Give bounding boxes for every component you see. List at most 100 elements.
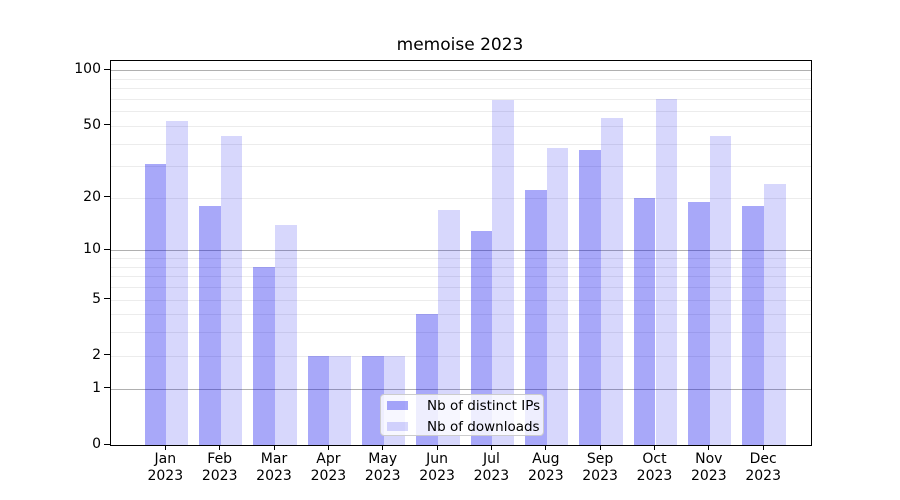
x-axis-tick-label-year: 2023 [690,468,727,484]
y-axis-tick-label: 100 [74,61,101,78]
y-tick-mark [104,354,110,356]
x-axis-tick-label-year: 2023 [473,468,510,484]
y-tick-mark [104,298,110,299]
x-axis-tick-label-year: 2023 [636,468,673,484]
x-axis-tick-label-year: 2023 [201,468,238,484]
y-axis-tick-label: 0 [92,436,101,452]
bar-downloads-sep [601,118,623,445]
bar-distinct-ips-apr [307,355,330,445]
gridline-minor [111,258,811,259]
gridline-major [111,250,811,252]
plot-area: Nb of distinct IPs Nb of downloads [110,60,812,446]
legend-label-distinct-ips: Nb of distinct IPs [427,397,541,414]
bar-distinct-ips-aug [525,190,547,445]
x-axis-tick-label: Oct 2023 [615,451,695,485]
gridline-minor [111,111,811,113]
gridline-minor [111,276,811,278]
legend-swatch-downloads [387,422,408,431]
gridline-minor [111,78,811,80]
x-axis-tick-label: Apr 2023 [288,451,368,485]
x-axis-tick-label-year: 2023 [256,468,292,484]
x-tick-mark [708,445,710,450]
gridline-minor [111,287,811,288]
legend-swatch-distinct-ips [387,401,408,410]
y-tick-mark [104,248,110,250]
bar-downloads-jul [492,100,515,445]
gridline-major [111,70,811,72]
bar-downloads-mar [275,225,297,445]
gridline-minor [111,166,811,168]
bar-downloads-aug [546,147,569,445]
y-tick-mark [104,124,110,126]
x-axis-tick-label-year: 2023 [310,468,347,484]
x-tick-mark [599,445,601,450]
x-axis-tick-label-year: 2023 [582,468,618,484]
gridline-minor [111,98,811,100]
y-tick-mark [104,387,110,389]
gridline-minor [111,197,811,199]
x-tick-mark [382,445,384,450]
y-axis-tick-label: 20 [83,188,101,205]
legend-label-downloads: Nb of downloads [427,418,540,435]
bar-distinct-ips-may [362,355,384,445]
y-axis-tick-label: 50 [83,116,101,133]
x-tick-mark [219,445,221,450]
bar-downloads-jun [438,210,460,445]
x-axis-tick-label: Dec 2023 [723,451,803,485]
bar-distinct-ips-nov [688,201,710,445]
bar-distinct-ips-jan [144,163,167,445]
x-tick-mark [327,445,329,450]
x-tick-mark [436,445,438,450]
gridline-minor [111,314,811,316]
legend: Nb of distinct IPs Nb of downloads [380,394,544,436]
bar-downloads-oct [655,98,678,445]
x-axis-tick-label: Jun 2023 [397,451,477,485]
chart-title: memoise 2023 [396,35,524,55]
x-axis-tick-label: Mar 2023 [234,451,314,485]
bar-distinct-ips-oct [633,197,656,445]
x-tick-mark [164,445,166,450]
x-tick-mark [654,445,655,450]
gridline-minor [111,143,811,145]
x-axis-tick-label: Sep 2023 [560,451,640,485]
gridline-minor [111,299,811,301]
y-tick-mark [104,443,110,445]
gridline-minor [111,88,811,90]
bar-distinct-ips-dec [742,205,765,445]
gridline-minor [111,125,811,127]
gridline-minor [111,355,811,357]
bar-distinct-ips-sep [579,149,602,445]
x-axis-tick-label: Aug 2023 [506,451,586,485]
x-axis-tick-label: Feb 2023 [180,451,260,485]
legend-row-downloads: Nb of downloads [381,416,543,437]
y-tick-mark [104,68,110,70]
x-axis-tick-label-year: 2023 [419,468,455,484]
x-tick-mark [490,445,492,450]
y-axis-tick-label: 10 [83,241,101,258]
x-axis-tick-label: May 2023 [343,451,423,485]
gridline-major [111,388,811,390]
gridline-minor [111,332,811,334]
x-tick-mark [762,445,764,450]
y-axis-tick-label: 1 [92,379,101,396]
bar-downloads-dec [764,183,786,445]
y-tick-mark [104,196,110,198]
bar-distinct-ips-jul [470,230,493,445]
x-axis-tick-label: Nov 2023 [669,451,749,485]
x-tick-mark [545,445,547,450]
bar-downloads-nov [709,135,732,445]
bar-distinct-ips-feb [199,205,221,445]
bar-downloads-feb [220,135,243,445]
bar-downloads-jan [166,121,188,445]
y-axis-tick-label: 2 [92,346,101,363]
x-axis-tick-label: Jan 2023 [125,451,205,485]
y-axis-tick-label: 5 [92,290,101,307]
x-axis-tick-label-year: 2023 [364,468,401,484]
gridline-minor [111,266,811,268]
x-axis-tick-label-year: 2023 [745,468,781,484]
bar-distinct-ips-mar [253,266,275,445]
bar-downloads-apr [329,355,352,445]
x-tick-mark [273,445,275,450]
x-axis-tick-label-year: 2023 [527,468,564,484]
